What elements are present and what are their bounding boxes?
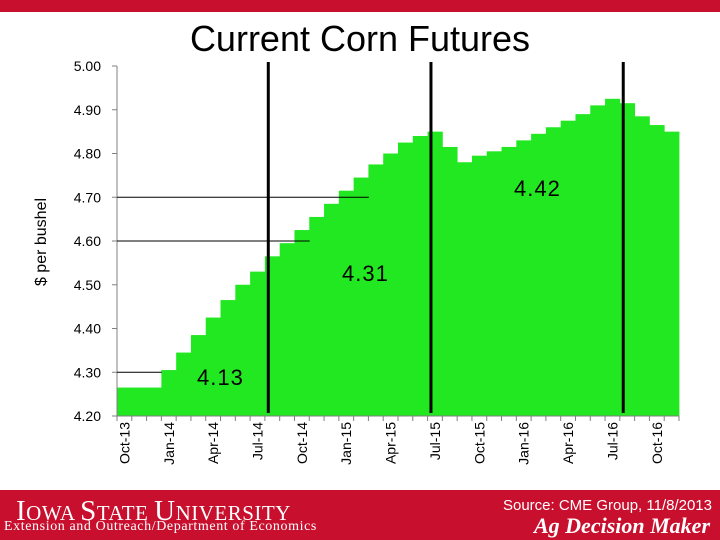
bar xyxy=(294,230,310,416)
bar xyxy=(649,125,665,416)
x-tick-label: Jul-14 xyxy=(250,422,266,460)
bar xyxy=(383,153,399,416)
y-tick-label: 4.70 xyxy=(74,189,101,205)
bar xyxy=(220,300,236,416)
y-tick-label: 5.00 xyxy=(74,58,101,74)
bar xyxy=(531,133,547,416)
x-tick-label: Jul-16 xyxy=(604,422,620,460)
bar xyxy=(205,317,221,416)
x-tick-label: Oct-16 xyxy=(649,422,665,464)
y-axis-label: $ per bushel xyxy=(33,198,50,286)
x-tick-label: Oct-15 xyxy=(471,422,487,464)
bar xyxy=(131,387,147,416)
bar xyxy=(398,142,414,416)
bar xyxy=(161,370,177,416)
annotation-label: 4.13 xyxy=(197,365,244,390)
bar xyxy=(309,216,325,416)
bar xyxy=(146,387,162,416)
bar xyxy=(575,114,591,416)
bar xyxy=(412,136,428,416)
bar xyxy=(176,352,192,416)
y-tick-label: 4.20 xyxy=(74,408,101,424)
chart-title: Current Corn Futures xyxy=(189,18,531,59)
x-tick-label: Apr-15 xyxy=(383,422,399,464)
isu-wordmark: IOWA STATE UNIVERSITY xyxy=(16,495,291,527)
bar xyxy=(560,120,576,416)
x-tick-label: Jan-16 xyxy=(516,422,532,465)
y-tick-label: 4.50 xyxy=(74,277,101,293)
annotation-label: 4.42 xyxy=(514,176,561,201)
bar xyxy=(235,284,251,416)
extension-dept-line: Extension and Outreach/Department of Eco… xyxy=(4,519,317,534)
bar xyxy=(457,162,473,416)
x-tick-label: Jan-14 xyxy=(161,422,177,465)
bar xyxy=(664,131,680,416)
y-tick-label: 4.80 xyxy=(74,146,101,162)
y-tick-label: 4.60 xyxy=(74,233,101,249)
bar xyxy=(486,151,502,416)
source-note: Source: CME Group, 11/8/2013 xyxy=(502,497,712,514)
ag-decision-maker-brand: Ag Decision Maker xyxy=(534,513,710,538)
x-tick-label: Apr-16 xyxy=(560,422,576,464)
bar xyxy=(190,335,207,416)
footer-bar xyxy=(0,490,720,540)
bar xyxy=(590,105,606,417)
x-tick-label: Jan-15 xyxy=(338,422,354,465)
top-accent-bar xyxy=(0,0,720,12)
y-tick-label: 4.30 xyxy=(74,364,101,380)
bar xyxy=(501,146,517,416)
futures-chart: 4.20 4.30 4.40 4.50 4.60 4.70 4.80 4.90 5.00 $ pe… xyxy=(33,58,680,465)
bar xyxy=(368,164,384,416)
x-tick-label: Jul-15 xyxy=(427,422,443,460)
bar xyxy=(338,190,355,416)
bar xyxy=(471,155,488,416)
y-tick-label: 4.40 xyxy=(74,321,101,337)
bar xyxy=(117,387,133,416)
bar xyxy=(516,140,532,416)
bar xyxy=(605,98,621,416)
bar xyxy=(250,271,266,416)
bar xyxy=(279,243,295,416)
bar xyxy=(634,116,650,416)
y-tick-label: 4.90 xyxy=(74,102,101,118)
bar xyxy=(324,203,340,416)
bar xyxy=(442,146,458,416)
x-tick-label: Apr-14 xyxy=(205,422,221,464)
x-tick-label: Oct-14 xyxy=(294,422,310,464)
annotation-label: 4.31 xyxy=(342,261,389,286)
bar xyxy=(353,177,369,416)
x-tick-label: Oct-13 xyxy=(116,422,132,464)
bar xyxy=(545,127,562,416)
